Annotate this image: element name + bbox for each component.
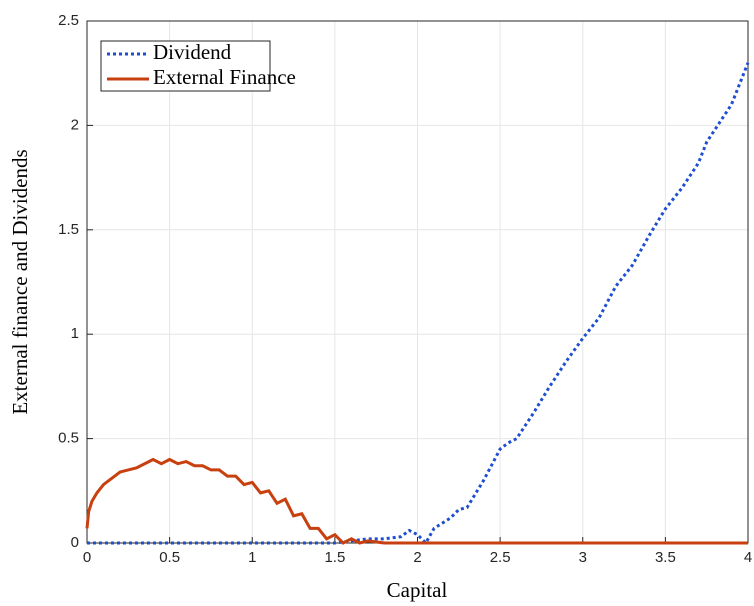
series-line [85,457,748,545]
x-tick-label: 1 [248,549,256,566]
legend-label: Dividend [153,40,232,64]
x-tick-label: 2 [413,549,421,566]
y-tick-label: 2 [71,116,79,133]
x-tick-label: 1.5 [324,549,345,566]
x-tick-label: 3 [579,549,587,566]
x-tick-label: 3.5 [655,549,676,566]
y-tick-label: 1.5 [58,221,79,238]
legend-box [100,40,271,92]
x-tick-label: 2.5 [490,549,511,566]
x-tick-label: 4 [744,549,752,566]
series-line [87,62,750,546]
legend-label: External Finance [153,65,296,89]
x-tick-label: 0 [83,549,91,566]
y-tick-label: 1 [71,325,79,342]
x-axis-label: Capital [387,578,448,602]
y-tick-label: 0.5 [58,430,79,447]
y-tick-label: 2.5 [58,12,79,29]
y-tick-label: 0 [71,534,79,551]
x-tick-label: 0.5 [159,549,180,566]
y-axis-label: External finance and Dividends [8,149,32,414]
